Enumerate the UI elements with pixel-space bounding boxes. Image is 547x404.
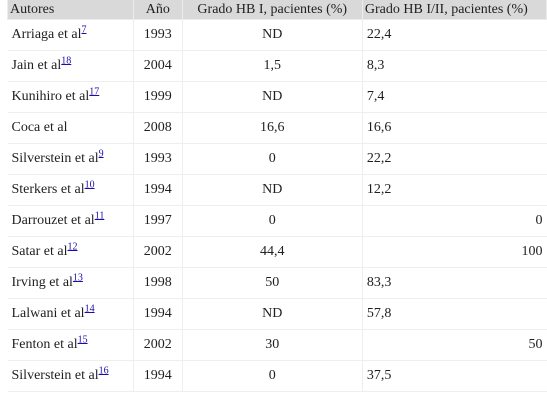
grado-hb-i-cell: ND <box>181 174 363 206</box>
grado-hb-i-cell: ND <box>181 19 363 51</box>
header-ano: Año <box>132 0 183 20</box>
year-cell: 1993 <box>132 143 183 175</box>
author-name: Sterkers et al <box>11 182 85 197</box>
reference-link[interactable]: 10 <box>84 179 95 191</box>
grado-hb-i-cell: 44,4 <box>181 236 363 268</box>
table-row: Kunihiro et al17 1999 ND 7,4 <box>7 81 547 113</box>
author-cell: Jain et al18 <box>7 50 134 82</box>
header-grado-hb-i-ii: Grado HB I/II, pacientes (%) <box>361 0 547 20</box>
grado-hb-i-ii-cell: 16,6 <box>361 112 547 144</box>
author-name: Silverstein et al <box>11 151 99 166</box>
reference-link[interactable]: 12 <box>67 241 78 253</box>
table-row: Irving et al13 1998 50 83,3 <box>7 267 547 299</box>
grado-hb-i-cell: 30 <box>181 329 363 361</box>
grado-hb-i-cell: 0 <box>181 360 363 392</box>
table-row: Darrouzet et al11 1997 0 0 <box>7 205 547 237</box>
author-name: Arriaga et al <box>11 27 82 42</box>
grado-hb-i-ii-cell: 22,2 <box>361 143 547 175</box>
author-cell: Silverstein et al16 <box>7 360 134 392</box>
grado-hb-i-cell: 50 <box>181 267 363 299</box>
author-cell: Irving et al13 <box>7 267 134 299</box>
author-name: Fenton et al <box>11 337 78 352</box>
grado-hb-i-ii-cell: 8,3 <box>361 50 547 82</box>
author-name: Satar et al <box>11 244 68 259</box>
reference-link[interactable]: 15 <box>77 334 88 346</box>
author-cell: Kunihiro et al17 <box>7 81 134 113</box>
reference-link[interactable]: 7 <box>81 24 87 36</box>
grado-hb-i-ii-cell: 12,2 <box>361 174 547 206</box>
grado-hb-i-ii-cell: 100 <box>361 236 547 268</box>
author-cell: Satar et al12 <box>7 236 134 268</box>
grado-hb-i-cell: 16,6 <box>181 112 363 144</box>
year-cell: 1998 <box>132 267 183 299</box>
author-cell: Arriaga et al7 <box>7 19 134 51</box>
results-table: Autores Año Grado HB I, pacientes (%) Gr… <box>7 0 547 392</box>
grado-hb-i-cell: 0 <box>181 143 363 175</box>
grado-hb-i-ii-cell: 7,4 <box>361 81 547 113</box>
year-cell: 2004 <box>132 50 183 82</box>
year-cell: 1994 <box>132 174 183 206</box>
author-name: Coca et al <box>11 120 68 135</box>
table-row: Coca et al 2008 16,6 16,6 <box>7 112 547 144</box>
table-row: Silverstein et al9 1993 0 22,2 <box>7 143 547 175</box>
table-row: Lalwani et al14 1994 ND 57,8 <box>7 298 547 330</box>
grado-hb-i-ii-cell: 22,4 <box>361 19 547 51</box>
author-name: Lalwani et al <box>11 306 85 321</box>
year-cell: 2002 <box>132 329 183 361</box>
reference-link[interactable]: 16 <box>98 365 109 377</box>
author-name: Kunihiro et al <box>11 89 90 104</box>
grado-hb-i-cell: ND <box>181 81 363 113</box>
table-body: Arriaga et al7 1993 ND 22,4 Jain et al18 2004… <box>7 19 547 392</box>
reference-link[interactable]: 14 <box>84 303 95 315</box>
header-grado-hb-i: Grado HB I, pacientes (%) <box>181 0 363 20</box>
year-cell: 1994 <box>132 360 183 392</box>
author-name: Irving et al <box>11 275 73 290</box>
reference-link[interactable]: 11 <box>94 210 105 222</box>
grado-hb-i-ii-cell: 0 <box>361 205 547 237</box>
year-cell: 2008 <box>132 112 183 144</box>
grado-hb-i-ii-cell: 57,8 <box>361 298 547 330</box>
author-cell: Lalwani et al14 <box>7 298 134 330</box>
table-row: Silverstein et al16 1994 0 37,5 <box>7 360 547 392</box>
author-cell: Silverstein et al9 <box>7 143 134 175</box>
table-header: Autores Año Grado HB I, pacientes (%) Gr… <box>7 0 547 20</box>
author-name: Darrouzet et al <box>11 213 95 228</box>
reference-link[interactable]: 17 <box>89 86 100 98</box>
grado-hb-i-ii-cell: 37,5 <box>361 360 547 392</box>
grado-hb-i-cell: ND <box>181 298 363 330</box>
table-row: Arriaga et al7 1993 ND 22,4 <box>7 19 547 51</box>
reference-link[interactable]: 18 <box>61 55 72 67</box>
table-row: Satar et al12 2002 44,4 100 <box>7 236 547 268</box>
table-row: Sterkers et al10 1994 ND 12,2 <box>7 174 547 206</box>
author-cell: Coca et al <box>7 112 134 144</box>
reference-link[interactable]: 9 <box>98 148 104 160</box>
grado-hb-i-ii-cell: 83,3 <box>361 267 547 299</box>
author-name: Jain et al <box>11 58 62 73</box>
author-cell: Sterkers et al10 <box>7 174 134 206</box>
year-cell: 1999 <box>132 81 183 113</box>
year-cell: 1993 <box>132 19 183 51</box>
grado-hb-i-cell: 0 <box>181 205 363 237</box>
author-cell: Darrouzet et al11 <box>7 205 134 237</box>
author-name: Silverstein et al <box>11 368 99 383</box>
grado-hb-i-ii-cell: 50 <box>361 329 547 361</box>
year-cell: 1997 <box>132 205 183 237</box>
grado-hb-i-cell: 1,5 <box>181 50 363 82</box>
author-cell: Fenton et al15 <box>7 329 134 361</box>
year-cell: 2002 <box>132 236 183 268</box>
reference-link[interactable]: 13 <box>72 272 83 284</box>
header-row: Autores Año Grado HB I, pacientes (%) Gr… <box>7 0 547 20</box>
table-row: Jain et al18 2004 1,5 8,3 <box>7 50 547 82</box>
table-row: Fenton et al15 2002 30 50 <box>7 329 547 361</box>
header-autores: Autores <box>7 0 134 20</box>
year-cell: 1994 <box>132 298 183 330</box>
